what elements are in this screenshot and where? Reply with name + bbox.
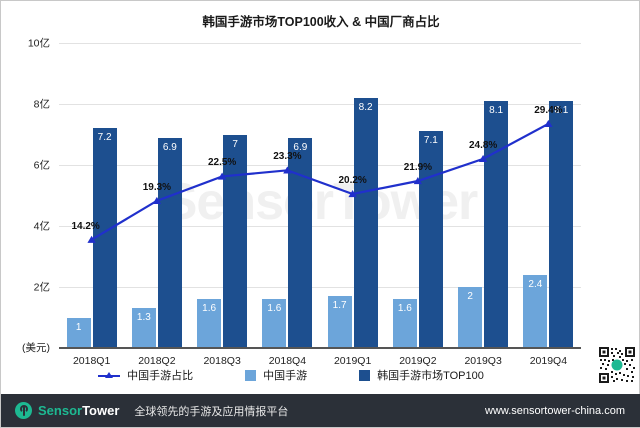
x-axis-tick-label: 2019Q4 <box>529 355 568 367</box>
gridline <box>59 43 581 44</box>
percentage-value-label: 22.5% <box>207 157 237 169</box>
gridline <box>59 165 581 166</box>
bar-china-mobile-games[interactable]: 1.6 <box>262 299 287 348</box>
legend-label: 韩国手游市场TOP100 <box>377 370 484 382</box>
bar-korea-top100[interactable]: 8.2 <box>353 97 378 348</box>
chart-legend: 中国手游占比 中国手游 韩国手游市场TOP100 <box>1 367 581 383</box>
bar-group: 1 7.2 <box>66 43 117 348</box>
bar-value-label: 7.1 <box>423 135 438 147</box>
legend-line-marker-icon <box>98 370 121 381</box>
x-axis-tick-label: 2018Q2 <box>138 355 176 367</box>
bar-china-mobile-games[interactable]: 1 <box>66 317 91 348</box>
x-axis-tick-label: 2018Q4 <box>268 355 307 367</box>
percentage-value-label: 24.8% <box>468 139 498 151</box>
line-path <box>91 122 549 241</box>
bar-korea-top100[interactable]: 6.9 <box>157 137 182 348</box>
y-axis-tick-label: 4亿 <box>33 220 50 233</box>
y-axis-tick-label: 2亿 <box>33 281 50 294</box>
y-axis-tick-label: 10亿 <box>27 37 50 50</box>
bar-china-mobile-games[interactable]: 1.6 <box>197 299 222 348</box>
bar-value-label: 2 <box>467 291 473 302</box>
percentage-value-label: 21.9% <box>403 162 433 173</box>
y-axis-unit-label: (美元) <box>22 342 50 354</box>
x-axis-tick-label: 2018Q3 <box>203 355 241 367</box>
bar-group: 2 8.1 <box>458 43 509 348</box>
bar-korea-top100[interactable]: 7.2 <box>92 128 117 348</box>
percentage-line <box>87 119 553 243</box>
footer-bar: SensorTower 全球领先的手游及应用情报平台 www.sensortow… <box>1 394 640 427</box>
bar-value-label: 8.1 <box>554 104 569 116</box>
bar-korea-top100[interactable]: 7 <box>223 134 248 348</box>
bar-china-mobile-games[interactable]: 1.6 <box>392 299 417 348</box>
bar-korea-top100[interactable]: 8.1 <box>549 100 574 348</box>
bar-group: 2.4 8.1 <box>523 43 574 348</box>
legend-item[interactable]: 中国手游占比 <box>98 367 193 383</box>
percentage-value-label: 19.3% <box>142 181 172 193</box>
bar-group: 1.3 6.9 <box>131 43 182 348</box>
x-axis-tick-label: 2019Q1 <box>333 355 372 367</box>
gridline <box>59 226 581 227</box>
legend-item[interactable]: 韩国手游市场TOP100 <box>359 367 484 383</box>
page-title: 韩国手游市场TOP100收入 & 中国厂商占比 <box>202 15 440 29</box>
bar-value-label: 7 <box>232 138 238 150</box>
bar-value-label: 1.6 <box>397 303 412 315</box>
qr-code-icon[interactable] <box>598 346 636 384</box>
bar-korea-top100[interactable]: 8.1 <box>484 100 509 348</box>
line-marker[interactable] <box>478 154 488 163</box>
line-marker[interactable] <box>217 172 227 180</box>
line-marker[interactable] <box>348 189 357 198</box>
x-axis-tick-label: 2019Q3 <box>464 355 502 367</box>
bar-china-mobile-games[interactable]: 2 <box>458 287 483 348</box>
brand-name: SensorTower <box>38 403 119 418</box>
bar-value-label: 1.7 <box>332 300 347 312</box>
bar-value-label: 1.6 <box>267 303 282 315</box>
percentage-value-label: 23.3% <box>273 151 302 163</box>
line-marker[interactable] <box>413 177 423 185</box>
legend-swatch-icon <box>359 369 371 381</box>
bar-group: 1.6 7.1 <box>392 43 443 348</box>
sensortower-logo-icon <box>15 402 32 419</box>
y-axis-tick-label: 6亿 <box>33 159 50 172</box>
bar-value-label: 6.9 <box>293 141 308 153</box>
bar-group: 1.6 7 <box>197 43 248 348</box>
x-axis-line <box>59 347 581 349</box>
gridline <box>59 287 581 288</box>
bar-korea-top100[interactable]: 7.1 <box>418 131 443 348</box>
percentage-value-label: 29.4% <box>534 104 563 116</box>
line-marker[interactable] <box>152 196 162 204</box>
gridline <box>59 104 581 105</box>
bar-value-label: 7.2 <box>97 132 112 144</box>
percentage-value-label: 14.2% <box>71 220 100 232</box>
legend-label: 中国手游 <box>263 370 308 382</box>
bar-value-label: 1.6 <box>202 303 217 315</box>
percentage-value-label: 20.2% <box>338 174 367 186</box>
bar-china-mobile-games[interactable]: 2.4 <box>523 274 548 348</box>
qr-code-svg <box>598 346 636 384</box>
bar-value-label: 8.1 <box>489 104 504 116</box>
y-axis-tick-label: 8亿 <box>33 98 50 111</box>
legend-item[interactable]: 中国手游 <box>245 367 307 383</box>
line-marker[interactable] <box>283 166 292 174</box>
footer-brand: SensorTower 全球领先的手游及应用情报平台 <box>15 402 288 419</box>
legend-label: 中国手游占比 <box>127 370 194 382</box>
legend-swatch-icon <box>245 369 257 381</box>
brand-name-first: Sensor <box>38 403 83 418</box>
bar-value-label: 1 <box>75 321 82 333</box>
bar-group: 1.7 8.2 <box>327 43 378 348</box>
brand-name-second: Tower <box>82 403 120 418</box>
x-axis-tick-label: 2018Q1 <box>72 355 111 367</box>
footer-url[interactable]: www.sensortower-china.com <box>485 404 625 417</box>
bar-china-mobile-games[interactable]: 1.7 <box>327 296 352 348</box>
bar-value-label: 6.9 <box>162 141 177 153</box>
line-marker[interactable] <box>544 119 553 127</box>
bar-value-label: 2.4 <box>528 278 543 290</box>
x-axis-tick-label: 2019Q2 <box>399 355 437 367</box>
line-marker[interactable] <box>87 235 96 243</box>
bar-value-label: 1.3 <box>136 312 151 324</box>
bar-china-mobile-games[interactable]: 1.3 <box>131 308 156 348</box>
bar-value-label: 8.2 <box>358 101 373 113</box>
footer-tagline: 全球领先的手游及应用情报平台 <box>134 405 289 418</box>
plot-area: SensorTower 2亿 4亿 6亿 8亿 10亿 (美元) 1 7.2 1.3 6.9 1… <box>22 38 581 367</box>
